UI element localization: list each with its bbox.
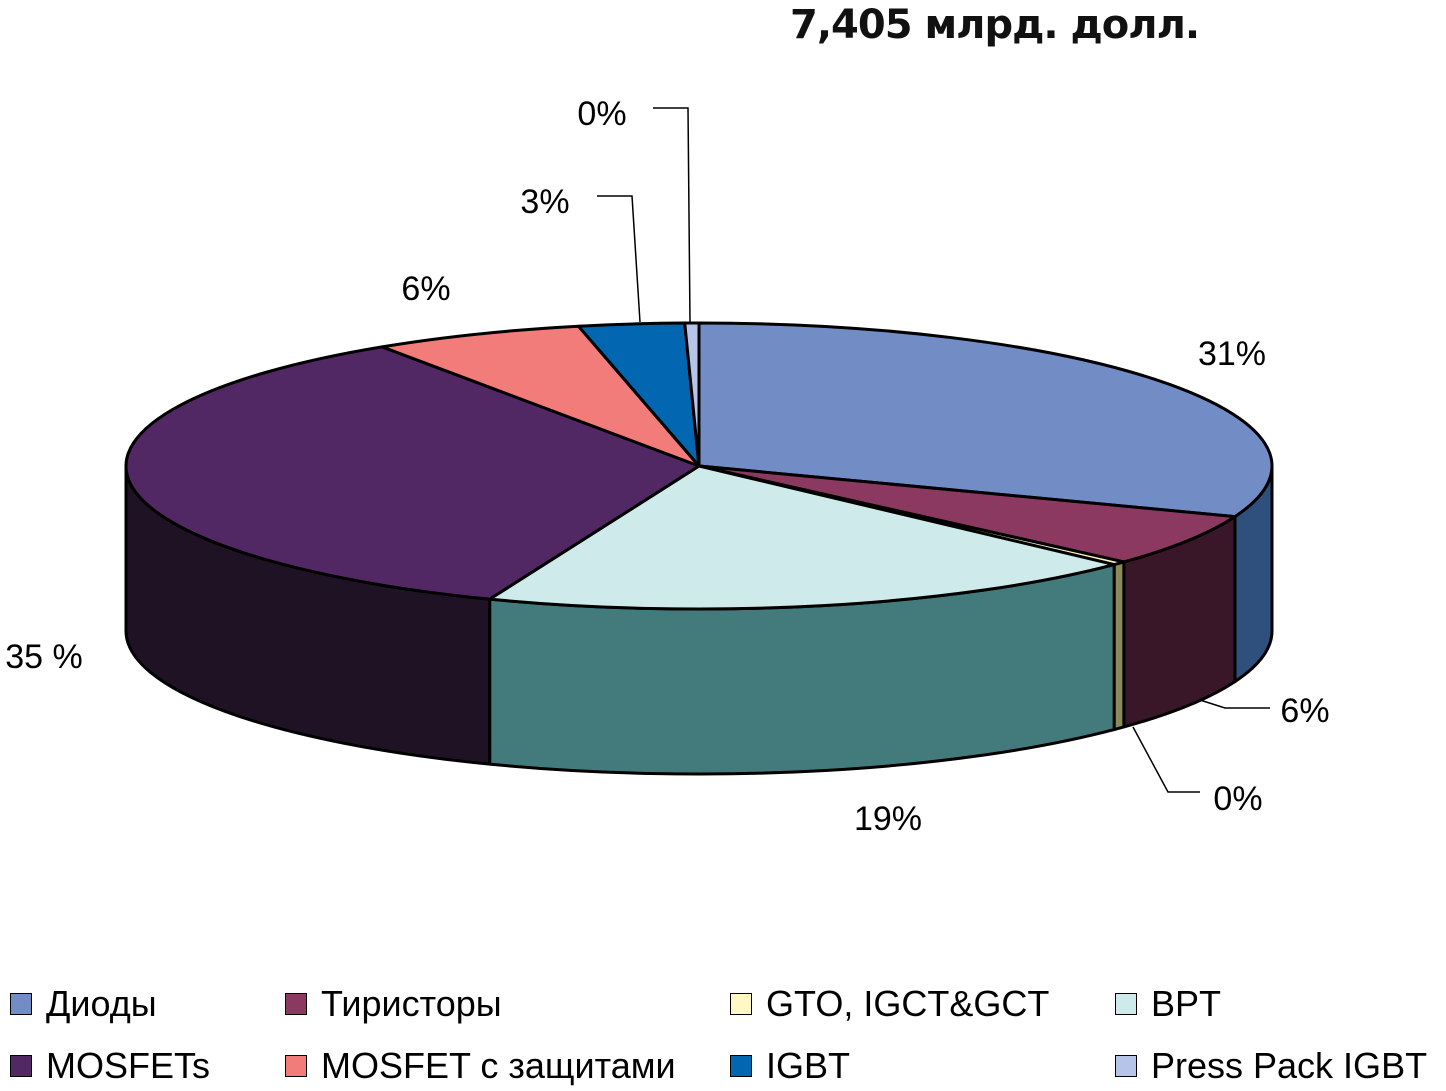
data-label-7: 0% <box>577 95 626 133</box>
slice-top-0 <box>697 321 1274 519</box>
slice-top-3 <box>488 464 1116 611</box>
legend-label: Press Pack IGBT <box>1151 1045 1428 1086</box>
legend-swatch <box>10 993 32 1015</box>
legend-item: GTO, IGCT&GCT <box>730 979 1049 1029</box>
leader-line-6 <box>597 195 641 323</box>
leader-line-1 <box>1199 699 1270 709</box>
legend-item: Press Pack IGBT <box>1115 1041 1427 1091</box>
legend-swatch <box>285 1055 307 1077</box>
chart-legend: Диоды Тиристоры GTO, IGCT&GCT BPT MOSFETs MOS… <box>0 975 1446 1089</box>
legend-item: IGBT <box>730 1041 850 1091</box>
legend-swatch <box>10 1055 32 1077</box>
slice-top-7 <box>683 321 701 468</box>
legend-label: Тиристоры <box>321 983 502 1024</box>
data-label-0: 31% <box>1198 335 1266 373</box>
leader-line-2 <box>1132 726 1200 793</box>
legend-swatch <box>730 1055 752 1077</box>
legend-item: MOSFETs <box>10 1041 210 1091</box>
slice-top-5 <box>380 324 701 468</box>
legend-swatch <box>730 993 752 1015</box>
data-label-5: 6% <box>401 270 450 308</box>
leader-line-7 <box>653 107 691 323</box>
legend-swatch <box>285 993 307 1015</box>
slice-top-4 <box>124 345 701 601</box>
legend-label: Диоды <box>46 983 157 1024</box>
legend-label: GTO, IGCT&GCT <box>766 983 1050 1024</box>
legend-label: MOSFET с защитами <box>321 1045 676 1086</box>
chart-title: 7,405 млрд. долл. <box>790 2 1200 48</box>
legend-swatch <box>1115 993 1137 1015</box>
legend-item: Диоды <box>10 979 157 1029</box>
data-label-4: 35 % <box>5 638 83 676</box>
legend-swatch <box>1115 1055 1137 1077</box>
legend-label: MOSFETs <box>46 1045 211 1086</box>
legend-label: BPT <box>1151 983 1222 1024</box>
slice-top-1 <box>697 464 1237 564</box>
data-label-2: 0% <box>1213 780 1262 818</box>
legend-item: Тиристоры <box>285 979 502 1029</box>
data-label-3: 19% <box>854 800 922 838</box>
pie-chart: 31% 6% 0% 19% 35 % 6% 3% 0% <box>5 95 1329 838</box>
data-label-1: 6% <box>1280 692 1329 730</box>
legend-label: IGBT <box>766 1045 851 1086</box>
legend-item: MOSFET с защитами <box>285 1041 676 1091</box>
legend-item: BPT <box>1115 979 1221 1029</box>
data-label-6: 3% <box>520 183 569 221</box>
